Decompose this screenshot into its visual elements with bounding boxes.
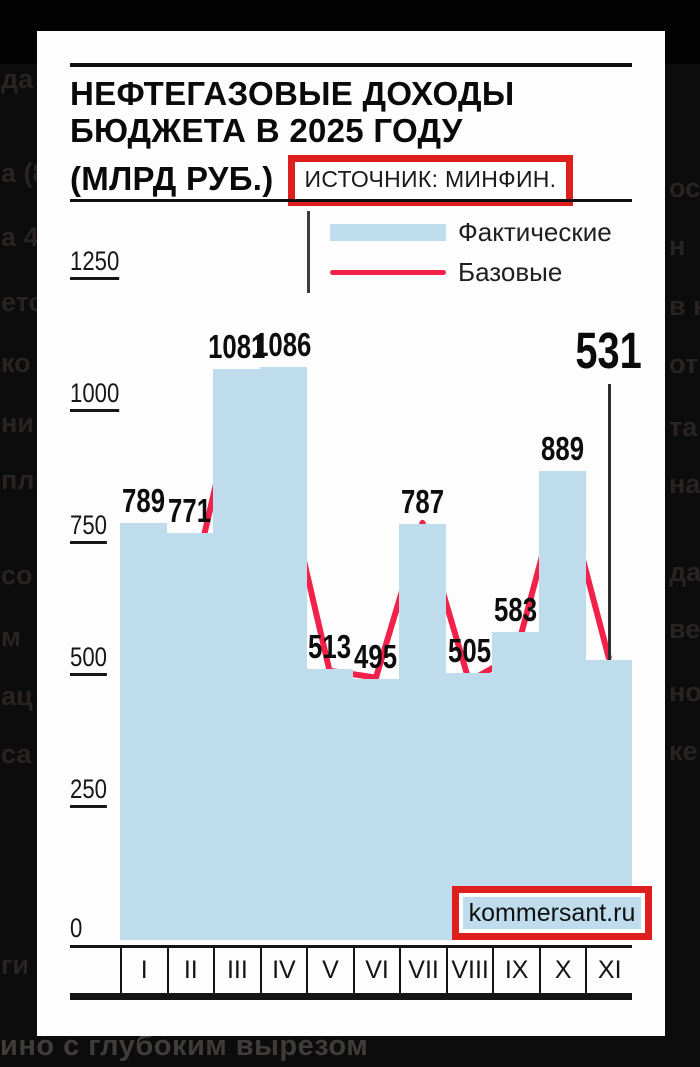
legend-item-base: Базовые [330, 257, 562, 288]
y-axis-tick-1250: 1250 [70, 247, 130, 280]
x-axis-label-IX: IX [492, 948, 539, 993]
value-label-text: 889 [540, 429, 584, 467]
x-axis-label-I: I [120, 948, 167, 993]
kommersant-badge-inner: kommersant.ru [459, 893, 645, 933]
value-label-VI: 495 [316, 637, 436, 675]
background-text-fragment: ке [669, 736, 698, 766]
background-text-fragment: а 4 [1, 222, 37, 252]
y-tick-label: 1000 [70, 379, 120, 412]
title-line-3: (МЛРД РУБ.) [70, 160, 274, 197]
background-text-fragment: ни [1, 408, 34, 438]
value-label-III: 1081 [176, 330, 296, 364]
background-text-fragment: пл [1, 465, 35, 495]
y-axis-tick-750: 750 [70, 511, 115, 544]
y-axis-tick-1000: 1000 [70, 379, 130, 412]
x-axis-label-III: III [213, 948, 260, 993]
bar-month-III [213, 369, 261, 940]
background-text-fragment: са [1, 739, 32, 769]
x-axis-label-XI: XI [585, 948, 632, 993]
bar-month-VI [352, 678, 400, 940]
bar-month-VII [399, 524, 447, 940]
background-text-fragment: но [669, 677, 700, 707]
infographic-card: НЕФТЕГАЗОВЫЕ ДОХОДЫ БЮДЖЕТА В 2025 ГОДУ … [37, 31, 665, 1036]
value-label-text: 787 [401, 483, 445, 521]
kommersant-badge: kommersant.ru [452, 886, 652, 940]
bar-month-V [306, 669, 354, 940]
kommersant-label: kommersant.ru [468, 898, 636, 927]
y-axis-tick-500: 500 [70, 643, 115, 676]
background-text-fragment: ац [1, 681, 33, 711]
background-text-fragment: со [1, 560, 33, 590]
value-label-text: 495 [354, 637, 398, 675]
x-axis-label-VI: VI [352, 948, 400, 993]
actual-series-label: Фактические [458, 217, 612, 247]
background-text-fragment: да [1, 64, 34, 94]
actual-series-swatch [330, 224, 446, 241]
background-text-fragment: м [1, 622, 21, 652]
value-label-II: 771 [130, 491, 250, 529]
value-label-text: 1086 [254, 325, 312, 363]
base-series-swatch [330, 270, 446, 275]
value-label-X: 889 [502, 429, 622, 467]
background-text-fragment: да [669, 557, 700, 587]
y-tick-label: 500 [70, 643, 107, 676]
x-axis-label-II: II [166, 948, 214, 993]
background-text-fragment: на [669, 469, 700, 499]
value-label-IX: 583 [456, 593, 576, 627]
value-label-text: 583 [494, 591, 538, 629]
background-text-fragment: ето [1, 287, 37, 317]
y-tick-label: 1250 [70, 247, 120, 280]
x-axis-label-X: X [538, 948, 586, 993]
base-series-label: Базовые [458, 257, 563, 287]
x-axis-lead-cell [70, 948, 120, 993]
y-tick-label: 750 [70, 511, 107, 544]
value-label-V: 513 [269, 630, 389, 664]
background-text-fragment: н [669, 231, 686, 261]
background-text-fragment: ос [669, 173, 700, 203]
value-label-I: 789 [83, 484, 203, 518]
background-text-fragment: ве [669, 614, 700, 644]
callout-value-label: 531 [529, 322, 689, 379]
title-line-2: БЮДЖЕТА В 2025 ГОДУ [70, 112, 463, 149]
bar-month-X [538, 470, 586, 940]
x-axis-label-IV: IV [259, 948, 307, 993]
y-tick-label: 0 [70, 913, 83, 943]
callout-pointer-line [607, 384, 611, 660]
y-axis-tick-250: 250 [70, 775, 115, 808]
background-text-fragment: в н [669, 291, 700, 321]
source-highlight-box: ИСТОЧНИК: МИНФИН. [287, 155, 574, 206]
bar-month-I [120, 523, 168, 940]
background-text-fragment: та [669, 412, 698, 442]
plot-area: 789 771 1081 1086 513 495 787 505 583 889 531 [120, 280, 642, 940]
value-label-VII: 787 [363, 485, 483, 519]
value-label-text: 771 [168, 491, 212, 529]
x-axis-label-VII: VII [399, 948, 446, 993]
mid-rule [70, 199, 632, 202]
value-label-IV: 1086 [223, 325, 343, 363]
value-label-VIII: 505 [409, 634, 529, 668]
x-axis-label-VIII: VIII [445, 948, 493, 993]
background-text-fragment: от [669, 349, 699, 379]
bar-month-II [166, 532, 214, 940]
background-text-fragment: ги [1, 950, 29, 980]
value-label-text: 789 [121, 482, 165, 520]
value-label-text: 505 [447, 632, 491, 670]
value-label-text: 513 [307, 628, 351, 666]
value-label-text: 1081 [207, 328, 265, 366]
chart-title: НЕФТЕГАЗОВЫЕ ДОХОДЫ БЮДЖЕТА В 2025 ГОДУ … [70, 75, 574, 206]
legend-divider-line [307, 211, 310, 293]
x-axis: I II III IV V VI VII VIII IX X XI [70, 945, 632, 1000]
title-line-1: НЕФТЕГАЗОВЫЕ ДОХОДЫ [70, 75, 515, 112]
bar-month-IV [259, 366, 307, 940]
top-rule [70, 63, 632, 67]
source-label: ИСТОЧНИК: МИНФИН. [304, 166, 557, 192]
background-text-fragment: а (8 [1, 158, 37, 188]
legend-item-actual: Фактические [330, 217, 612, 248]
y-tick-label: 250 [70, 775, 107, 808]
background-text-fragment: ко [1, 348, 31, 378]
y-axis-tick-0: 0 [70, 914, 85, 944]
x-axis-label-V: V [306, 948, 353, 993]
callout-value-text: 531 [575, 322, 642, 379]
